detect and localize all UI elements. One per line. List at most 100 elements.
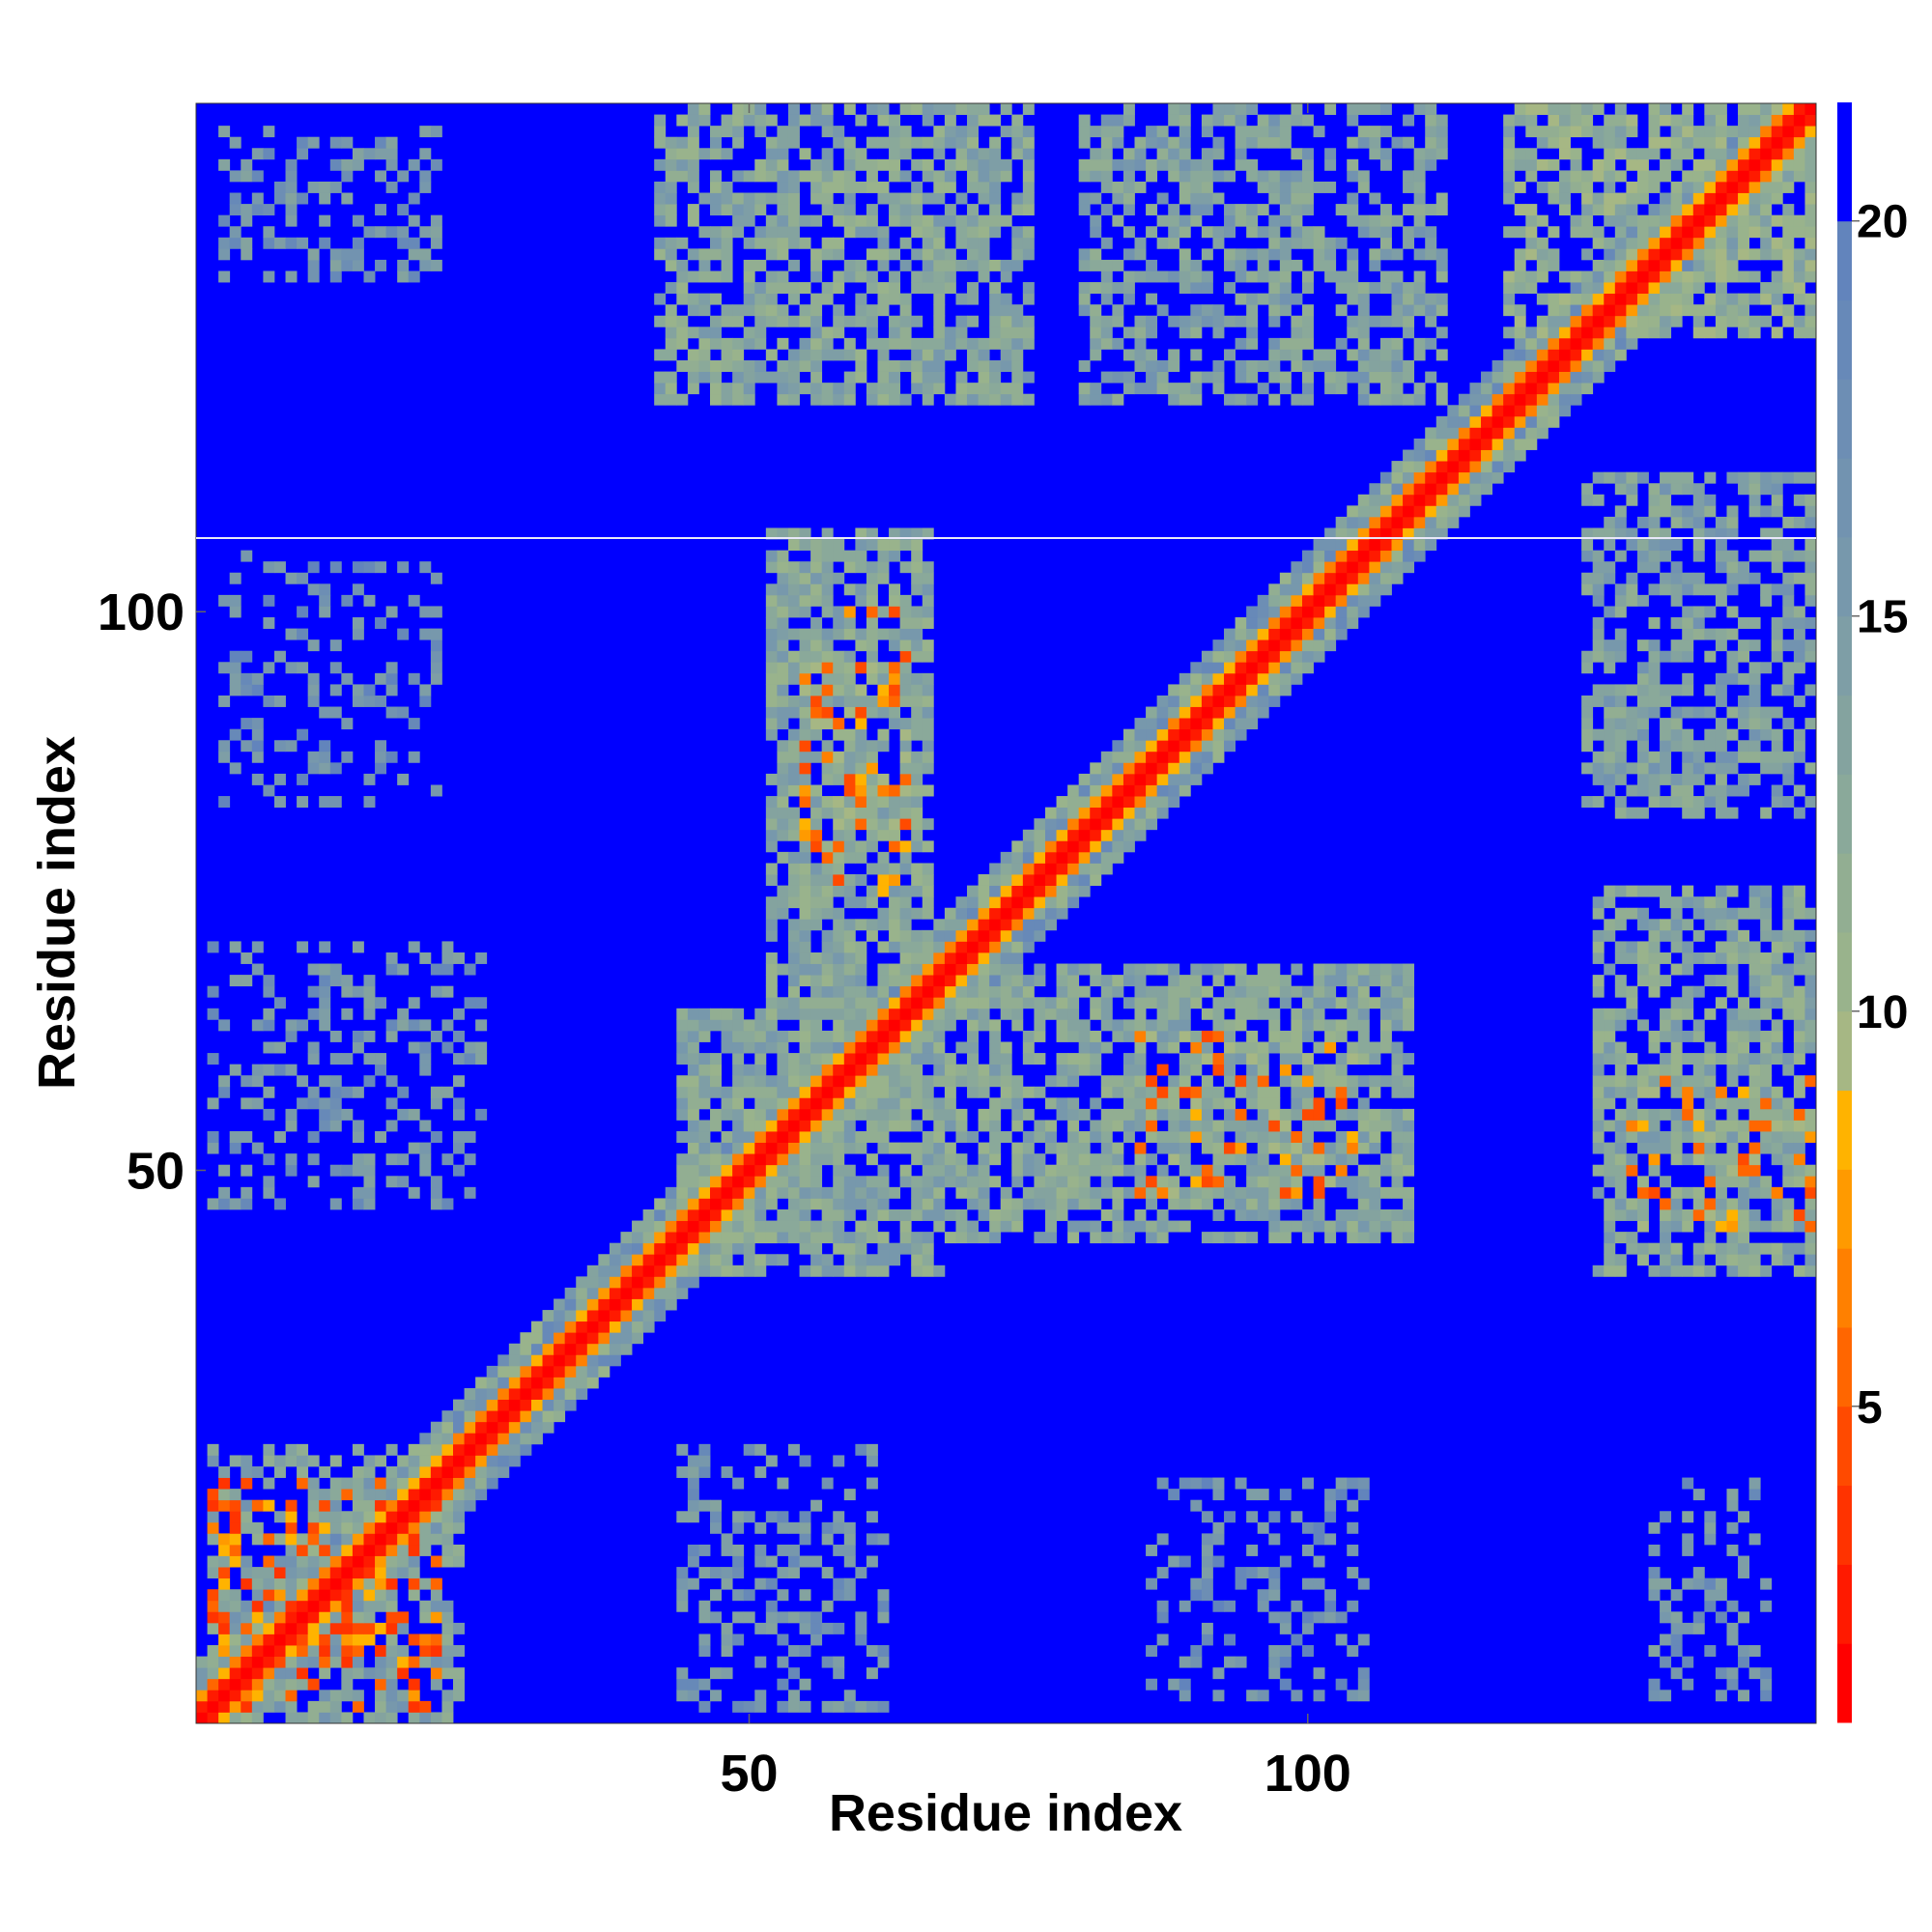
heatmap-cell (1604, 337, 1616, 350)
heatmap-cell (765, 315, 778, 327)
heatmap-cell (1044, 997, 1057, 1009)
heatmap-cell (441, 1041, 454, 1054)
heatmap-cell (889, 863, 901, 875)
heatmap-cell (241, 1577, 253, 1590)
heatmap-cell (1682, 807, 1694, 819)
heatmap-cell (1022, 1030, 1035, 1042)
heatmap-cell (1682, 941, 1694, 953)
heatmap-cell (899, 594, 912, 607)
heatmap-cell (1369, 539, 1381, 552)
heatmap-cell (665, 1208, 677, 1221)
heatmap-cell (273, 1533, 286, 1546)
heatmap-cell (397, 1153, 410, 1166)
heatmap-cell (1268, 371, 1281, 384)
heatmap-cell (911, 929, 923, 942)
heatmap-cell (1246, 997, 1259, 1009)
heatmap-cell (1782, 896, 1795, 909)
heatmap-cell (922, 997, 934, 1009)
heatmap-cell (419, 1477, 432, 1490)
heatmap-cell (1704, 1120, 1717, 1132)
heatmap-cell (1168, 963, 1180, 976)
heatmap-cell (229, 1544, 242, 1556)
heatmap-cell (1122, 818, 1135, 831)
heatmap-cell (855, 952, 867, 964)
heatmap-cell (1604, 1142, 1616, 1154)
heatmap-cell (978, 1019, 990, 1032)
heatmap-cell (1212, 360, 1225, 372)
heatmap-cell (642, 1220, 655, 1233)
heatmap-cell (285, 1443, 298, 1456)
heatmap-cell (799, 1075, 811, 1088)
heatmap-cell (1022, 1108, 1035, 1121)
heatmap-cell (1324, 583, 1337, 596)
heatmap-cell (833, 1208, 845, 1221)
heatmap-cell (676, 1053, 689, 1065)
heatmap-cell (1660, 471, 1672, 484)
heatmap-cell (1425, 539, 1437, 552)
heatmap-cell (1793, 327, 1805, 339)
heatmap-cell (922, 784, 934, 797)
heatmap-cell (1391, 1153, 1404, 1166)
heatmap-cell (1391, 1053, 1404, 1065)
heatmap-cell (542, 1321, 554, 1333)
heatmap-cell (1636, 1019, 1649, 1032)
heatmap-cell (1614, 941, 1627, 953)
heatmap-cell (1748, 728, 1761, 741)
heatmap-cell (598, 1343, 611, 1355)
heatmap-cell (385, 672, 398, 685)
heatmap-cell (967, 1220, 979, 1233)
heatmap-cell (1403, 1108, 1415, 1121)
heatmap-cell (1357, 1577, 1370, 1590)
heatmap-cell (642, 1208, 655, 1221)
heatmap-cell (1190, 963, 1203, 976)
heatmap-cell (1313, 583, 1325, 596)
heatmap-cell (475, 1410, 488, 1423)
heatmap-cell (1726, 1019, 1739, 1032)
heatmap-cell (754, 1041, 767, 1054)
heatmap-cell (933, 1198, 946, 1210)
heatmap-cell (687, 1254, 699, 1266)
heatmap-cell (843, 952, 856, 964)
heatmap-cell (508, 1421, 521, 1434)
heatmap-cell (1626, 885, 1638, 897)
heatmap-cell (1313, 1064, 1325, 1076)
heatmap-cell (889, 360, 901, 372)
heatmap-cell (866, 1254, 878, 1266)
heatmap-cell (453, 1511, 465, 1523)
heatmap-cell (285, 1120, 298, 1132)
heatmap-cell (1692, 1489, 1705, 1501)
heatmap-cell (441, 1489, 454, 1501)
heatmap-cell (732, 1120, 745, 1132)
heatmap-cell (273, 1131, 286, 1143)
heatmap-cell (1246, 1041, 1259, 1054)
heatmap-cell (1268, 360, 1281, 372)
heatmap-cell (1212, 639, 1225, 652)
heatmap-cell (263, 1656, 275, 1668)
heatmap-cell (1134, 1041, 1147, 1054)
heatmap-cell (1369, 1041, 1381, 1054)
heatmap-cell (933, 1120, 946, 1132)
heatmap-cell (676, 1086, 689, 1098)
heatmap-cell (1134, 327, 1147, 339)
heatmap-cell (419, 1489, 432, 1501)
heatmap-cell (877, 1019, 890, 1032)
heatmap-cell (1224, 1030, 1236, 1042)
heatmap-cell (833, 1164, 845, 1177)
heatmap-cell (821, 1567, 834, 1579)
heatmap-cell (710, 1220, 722, 1233)
heatmap-cell (1748, 1030, 1761, 1042)
heatmap-cell (821, 941, 834, 953)
heatmap-cell (810, 1176, 823, 1188)
heatmap-cell (1056, 1097, 1068, 1110)
heatmap-cell (810, 393, 823, 406)
heatmap-cell (777, 963, 789, 976)
heatmap-cell (810, 1142, 823, 1154)
heatmap-cell (1682, 505, 1694, 518)
heatmap-cell (899, 952, 912, 964)
heatmap-cell (1100, 1164, 1113, 1177)
heatmap-cell (1492, 360, 1504, 372)
heatmap-cell (1357, 963, 1370, 976)
heatmap-cell (1201, 1075, 1213, 1088)
heatmap-cell (989, 1108, 1002, 1121)
heatmap-cell (1246, 706, 1259, 719)
